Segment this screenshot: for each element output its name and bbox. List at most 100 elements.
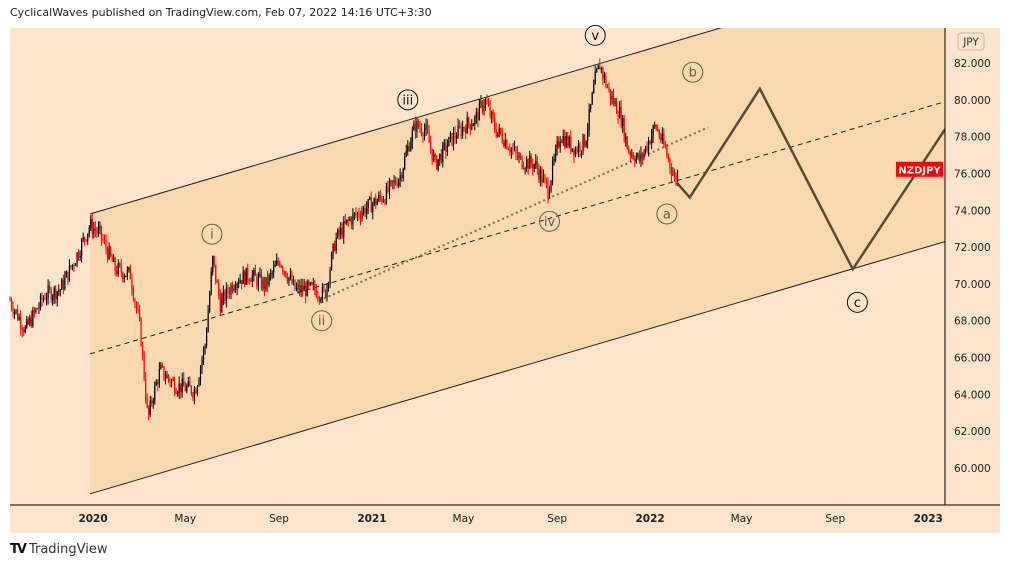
candle — [334, 240, 336, 252]
candle — [504, 132, 506, 149]
candle-body — [375, 198, 377, 205]
candle — [588, 103, 590, 137]
candle-body — [536, 161, 538, 170]
candle — [487, 97, 490, 107]
candle — [375, 193, 377, 209]
candle — [85, 239, 87, 243]
candle-body — [587, 129, 589, 142]
candle-body — [521, 156, 523, 169]
candle-body — [669, 158, 671, 168]
candle-body — [667, 155, 669, 159]
candle-body — [154, 385, 156, 401]
candle-body — [94, 228, 96, 231]
candle-body — [519, 156, 522, 157]
candle — [239, 273, 241, 284]
candle — [204, 343, 206, 355]
candle — [599, 58, 601, 70]
candle — [455, 132, 458, 144]
candle-body — [183, 378, 185, 387]
candle — [140, 316, 142, 347]
candle — [568, 135, 570, 149]
price-tick: 68.000 — [954, 316, 991, 328]
candle-body — [207, 311, 209, 332]
candle — [303, 278, 305, 292]
candle — [615, 97, 618, 114]
candle-body — [509, 149, 511, 152]
candle-body — [556, 141, 558, 149]
candle-body — [451, 133, 453, 146]
candle-body — [609, 89, 612, 100]
time-tick: May — [731, 513, 753, 525]
candle-body — [529, 155, 531, 169]
candle-body — [227, 287, 229, 293]
candle — [93, 221, 95, 239]
candle — [30, 310, 32, 328]
candle — [408, 141, 410, 152]
candle — [555, 144, 557, 163]
candle — [335, 232, 337, 254]
candle-body — [288, 277, 290, 282]
candle — [593, 79, 595, 94]
tradingview-logo[interactable]: TV TradingView — [10, 542, 107, 557]
candle — [231, 281, 234, 294]
candle-body — [437, 159, 439, 169]
candle — [116, 265, 118, 277]
candle-body — [577, 144, 580, 153]
candle — [596, 67, 598, 74]
candle-body — [523, 168, 525, 169]
candle-body — [477, 111, 479, 121]
candle-body — [334, 243, 336, 251]
candle — [36, 307, 39, 310]
candle — [536, 155, 538, 175]
candle-body — [670, 167, 673, 176]
candle — [41, 292, 43, 307]
candle-body — [372, 203, 374, 213]
candle — [298, 279, 301, 297]
candle-body — [306, 281, 308, 297]
candle-body — [13, 310, 16, 314]
candle-body — [497, 132, 499, 137]
candle-body — [542, 176, 545, 183]
candle — [369, 196, 371, 201]
candle-body — [469, 124, 471, 130]
candle-body — [52, 296, 54, 301]
candle — [227, 284, 229, 299]
candle — [154, 381, 156, 405]
candle-body — [27, 319, 29, 324]
candle — [370, 191, 372, 213]
candle — [612, 88, 615, 107]
candle-body — [547, 182, 549, 199]
candle — [426, 119, 429, 134]
candle-body — [535, 161, 537, 165]
candle-body — [347, 219, 349, 221]
candle — [73, 262, 75, 272]
candle-body — [15, 309, 17, 311]
candle-body — [298, 284, 301, 292]
price-tick: 72.000 — [954, 242, 991, 254]
time-axis[interactable]: 2020 May Sep 2021 May Sep 2022 May Sep 2023 — [78, 513, 942, 525]
candle — [152, 397, 154, 409]
candle — [324, 289, 327, 299]
candle — [378, 191, 380, 203]
candle-body — [9, 300, 11, 302]
candle-body — [652, 126, 654, 136]
candle — [667, 153, 669, 163]
channel-upper-line — [89, 28, 723, 215]
candle-body — [108, 247, 110, 260]
price-axis[interactable]: 82.000 80.000 78.000 76.000 74.000 72.000 70.0… — [896, 32, 991, 475]
candle-body — [550, 180, 552, 191]
candle — [161, 362, 164, 369]
candle — [564, 129, 566, 150]
candle-body — [495, 129, 497, 137]
wave-label-circle — [656, 203, 678, 225]
candle-body — [113, 258, 115, 262]
candle — [611, 90, 613, 105]
candle-body — [615, 101, 618, 114]
candle-body — [189, 381, 191, 387]
candle — [286, 272, 288, 284]
candle-body — [119, 263, 121, 266]
wave-projection-path — [675, 86, 945, 272]
candle-body — [480, 101, 482, 103]
candle-body — [588, 108, 590, 130]
